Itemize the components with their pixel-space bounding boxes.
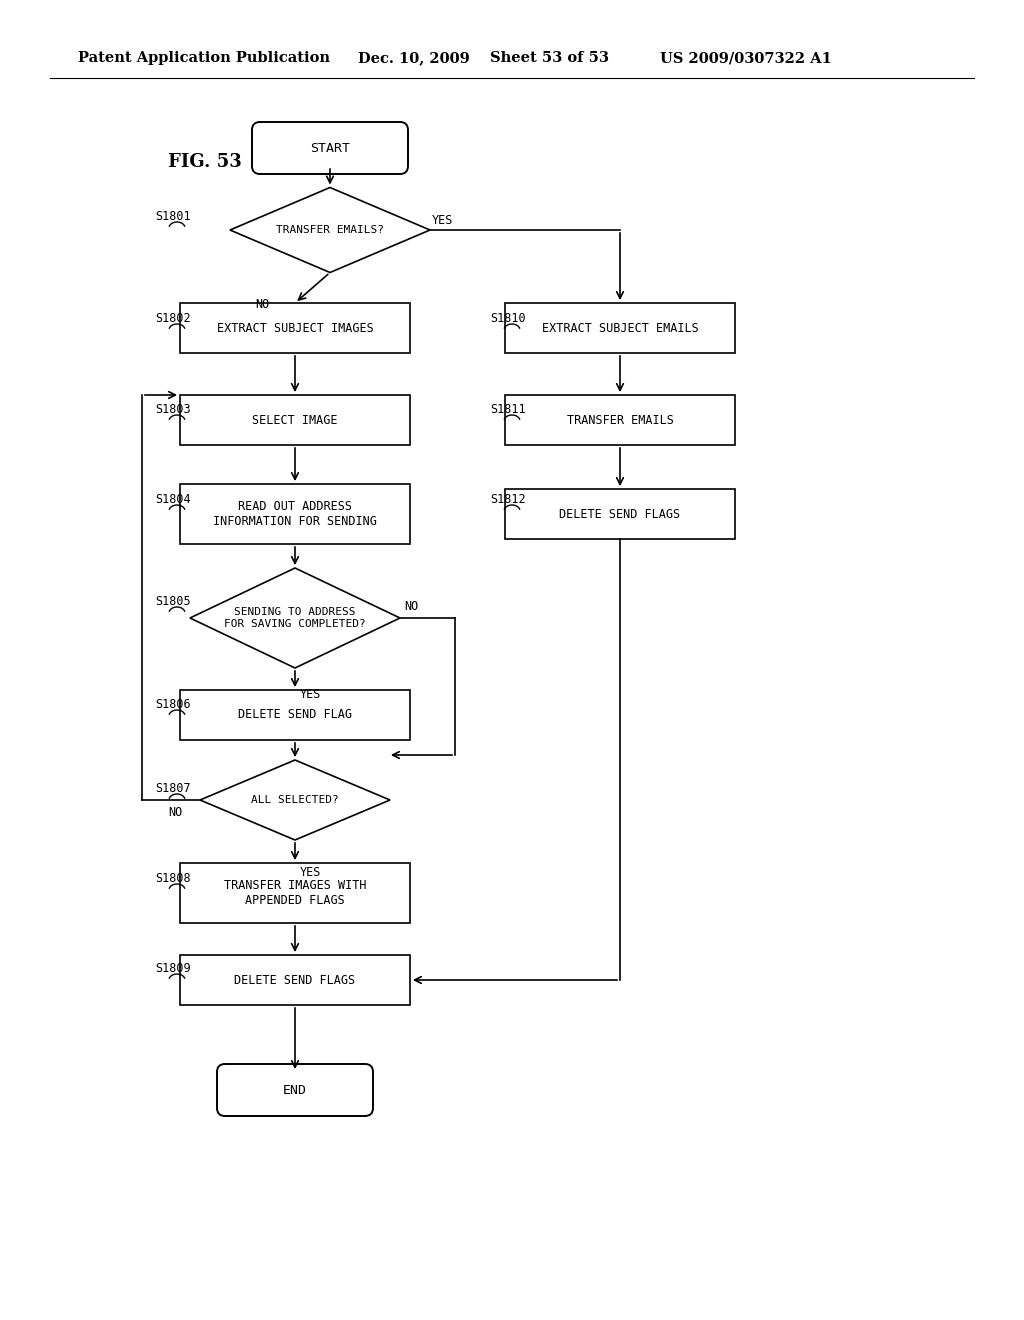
Text: DELETE SEND FLAGS: DELETE SEND FLAGS	[234, 974, 355, 986]
Bar	[505, 395, 735, 445]
Bar	[180, 484, 410, 544]
Text: NO: NO	[255, 298, 269, 312]
Text: READ OUT ADDRESS
INFORMATION FOR SENDING: READ OUT ADDRESS INFORMATION FOR SENDING	[213, 500, 377, 528]
FancyBboxPatch shape	[217, 1064, 373, 1115]
Bar	[180, 304, 410, 352]
Text: NO: NO	[168, 805, 182, 818]
Bar	[505, 488, 735, 539]
Polygon shape	[200, 760, 390, 840]
Text: YES: YES	[300, 689, 322, 701]
Text: DELETE SEND FLAG: DELETE SEND FLAG	[238, 709, 352, 722]
Text: S1806: S1806	[155, 698, 190, 711]
Text: S1807: S1807	[155, 781, 190, 795]
Bar	[180, 954, 410, 1005]
Text: S1812: S1812	[490, 492, 525, 506]
Text: S1808: S1808	[155, 873, 190, 884]
Text: SELECT IMAGE: SELECT IMAGE	[252, 413, 338, 426]
Text: DELETE SEND FLAGS: DELETE SEND FLAGS	[559, 507, 681, 520]
Text: EXTRACT SUBJECT EMAILS: EXTRACT SUBJECT EMAILS	[542, 322, 698, 334]
Text: EXTRACT SUBJECT IMAGES: EXTRACT SUBJECT IMAGES	[217, 322, 374, 334]
FancyBboxPatch shape	[252, 121, 408, 174]
Text: US 2009/0307322 A1: US 2009/0307322 A1	[660, 51, 831, 65]
Text: S1811: S1811	[490, 403, 525, 416]
Text: S1801: S1801	[155, 210, 190, 223]
Text: NO: NO	[404, 599, 418, 612]
Text: S1805: S1805	[155, 595, 190, 609]
Text: TRANSFER IMAGES WITH
APPENDED FLAGS: TRANSFER IMAGES WITH APPENDED FLAGS	[224, 879, 367, 907]
Text: Dec. 10, 2009: Dec. 10, 2009	[358, 51, 470, 65]
Polygon shape	[190, 568, 400, 668]
Text: S1809: S1809	[155, 962, 190, 975]
Text: END: END	[283, 1084, 307, 1097]
Text: TRANSFER EMAILS?: TRANSFER EMAILS?	[276, 224, 384, 235]
Bar	[505, 304, 735, 352]
Text: S1803: S1803	[155, 403, 190, 416]
Text: START: START	[310, 141, 350, 154]
Polygon shape	[230, 187, 430, 272]
Bar	[180, 395, 410, 445]
Text: Patent Application Publication: Patent Application Publication	[78, 51, 330, 65]
Text: S1802: S1802	[155, 312, 190, 325]
Text: Sheet 53 of 53: Sheet 53 of 53	[490, 51, 609, 65]
Text: S1804: S1804	[155, 492, 190, 506]
Text: ALL SELECTED?: ALL SELECTED?	[251, 795, 339, 805]
Text: FIG. 53: FIG. 53	[168, 153, 242, 172]
Text: YES: YES	[432, 214, 454, 227]
Bar	[180, 863, 410, 923]
Text: SENDING TO ADDRESS
FOR SAVING COMPLETED?: SENDING TO ADDRESS FOR SAVING COMPLETED?	[224, 607, 366, 628]
Text: TRANSFER EMAILS: TRANSFER EMAILS	[566, 413, 674, 426]
Text: S1810: S1810	[490, 312, 525, 325]
Text: YES: YES	[300, 866, 322, 879]
Bar	[180, 690, 410, 741]
